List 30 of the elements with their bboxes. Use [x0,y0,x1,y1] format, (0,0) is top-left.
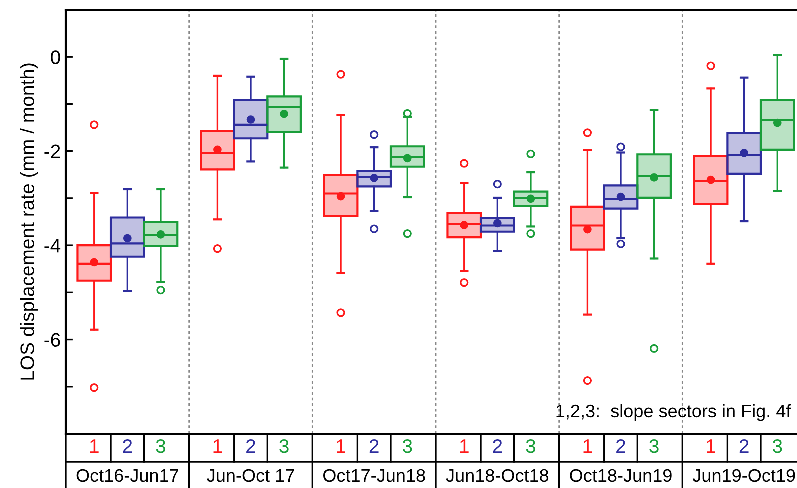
text: 3 [402,439,412,454]
text: 3 [772,439,782,454]
x-tick-label: Oct18-Jun19 [570,469,672,482]
y-tick-label: -2 [44,144,60,158]
x-tick-label: Oct17-Jun18 [324,469,426,482]
text: 3 [156,439,166,454]
annotation: 1,2,3: slope sectors in Fig. 4f [556,404,792,422]
text: 3 [526,439,536,454]
text: 1 [337,440,346,454]
x-tick-label: Jun-Oct 17 [207,469,294,482]
text: 2 [246,439,256,454]
text: 2 [123,439,132,454]
text: 1 [460,440,469,454]
x-tick-label: Oct16-Jun17 [76,469,178,482]
text: 3 [650,439,659,454]
y-tick-label: -4 [44,239,61,253]
text: 2 [493,439,502,454]
text: 3 [280,439,289,454]
x-tick-label: Jun19-Oct19 [692,469,796,482]
text: 2 [370,439,379,454]
text: 1 [90,440,99,454]
text: 1 [707,440,716,454]
text: 1 [214,440,222,454]
text: 2 [740,439,749,454]
y-tick-label: -6 [44,333,60,348]
text: 1 [584,440,592,454]
y-axis-title: LOS displacement rate (mm / month) [20,64,38,380]
text: 2 [616,439,626,454]
y-tick-label: 0 [51,50,60,64]
x-tick-label: Jun18-Oct18 [446,469,549,482]
